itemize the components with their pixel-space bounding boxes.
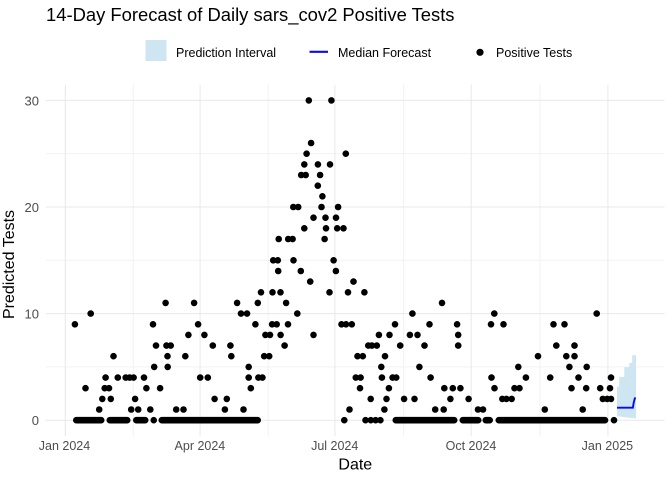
svg-text:Apr 2024: Apr 2024 bbox=[175, 439, 226, 453]
svg-text:Jul 2024: Jul 2024 bbox=[311, 439, 358, 453]
svg-text:Median Forecast: Median Forecast bbox=[338, 46, 432, 60]
svg-text:0: 0 bbox=[32, 413, 39, 428]
svg-text:Oct 2024: Oct 2024 bbox=[446, 439, 497, 453]
svg-text:20: 20 bbox=[25, 200, 39, 215]
svg-text:10: 10 bbox=[25, 307, 39, 322]
svg-text:Predicted Tests: Predicted Tests bbox=[1, 210, 18, 319]
svg-text:Jan 2024: Jan 2024 bbox=[39, 439, 90, 453]
svg-text:Jan 2025: Jan 2025 bbox=[582, 439, 633, 453]
svg-text:Prediction Interval: Prediction Interval bbox=[176, 46, 276, 60]
svg-text:14-Day Forecast of Daily sars_: 14-Day Forecast of Daily sars_cov2 Posit… bbox=[46, 4, 455, 26]
svg-text:30: 30 bbox=[25, 93, 39, 108]
svg-text:Date: Date bbox=[338, 457, 372, 474]
svg-text:Positive Tests: Positive Tests bbox=[496, 46, 572, 60]
